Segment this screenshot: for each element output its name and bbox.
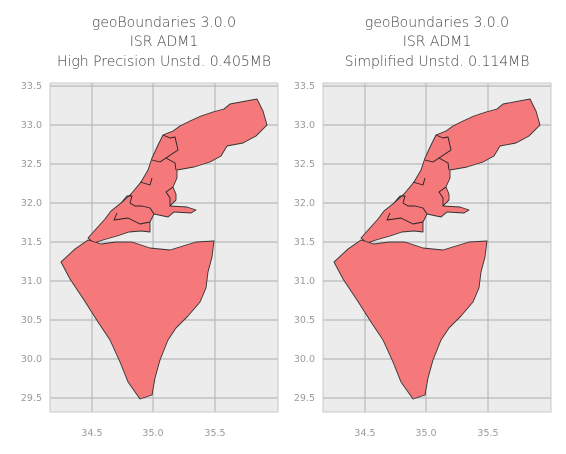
y-tick-label: 32.0	[294, 198, 315, 209]
panel-1-x-axis-labels: 34.5 35.0 35.5	[81, 428, 225, 439]
y-tick-label: 31.5	[21, 237, 42, 248]
y-tick-label: 31.5	[294, 237, 315, 248]
region-south	[60, 239, 215, 400]
y-tick-label: 30.5	[21, 315, 42, 326]
panel-2-x-axis-labels: 34.5 35.0 35.5	[354, 428, 498, 439]
y-tick-label: 33.5	[21, 81, 42, 92]
x-tick-label: 34.5	[81, 428, 102, 439]
panel-2-title-line-2: ISR ADM1	[403, 34, 472, 50]
x-tick-label: 35.5	[204, 428, 225, 439]
panel-1-y-axis-labels: 33.5 33.0 32.5 32.0 31.5 31.0 30.5 30.0 …	[21, 81, 42, 404]
district-borders	[386, 134, 452, 225]
y-tick-label: 32.5	[294, 159, 315, 170]
panel-2-title-line-1: geoBoundaries 3.0.0	[365, 15, 509, 31]
x-tick-label: 34.5	[354, 428, 375, 439]
panel-2-title-line-3: Simplified Unstd. 0.114MB	[345, 54, 530, 70]
y-tick-label: 33.5	[294, 81, 315, 92]
y-tick-label: 30.0	[21, 354, 42, 365]
panel-1-title-line-3: High Precision Unstd. 0.405MB	[57, 54, 271, 70]
x-tick-label: 35.0	[142, 428, 163, 439]
panel-1-title-line-1: geoBoundaries 3.0.0	[92, 15, 236, 31]
x-tick-label: 35.5	[477, 428, 498, 439]
y-tick-label: 30.0	[294, 354, 315, 365]
region-shape	[360, 98, 541, 244]
panel-1-boundaries	[60, 98, 268, 400]
panel-2-y-axis-labels: 33.5 33.0 32.5 32.0 31.5 31.0 30.5 30.0 …	[294, 81, 315, 404]
panel-simplified: geoBoundaries 3.0.0 ISR ADM1 Simplified …	[294, 15, 552, 439]
x-tick-label: 35.0	[415, 428, 436, 439]
y-tick-label: 33.0	[21, 120, 42, 131]
y-tick-label: 32.5	[21, 159, 42, 170]
y-tick-label: 30.5	[294, 315, 315, 326]
region-shape	[87, 98, 268, 244]
panel-high-precision: geoBoundaries 3.0.0 ISR ADM1 High Precis…	[21, 15, 279, 439]
y-tick-label: 29.5	[294, 393, 315, 404]
y-tick-label: 33.0	[294, 120, 315, 131]
y-tick-label: 31.0	[21, 276, 42, 287]
panel-2-boundaries	[333, 98, 541, 400]
region-south	[333, 239, 488, 400]
y-tick-label: 29.5	[21, 393, 42, 404]
y-tick-label: 31.0	[294, 276, 315, 287]
y-tick-label: 32.0	[21, 198, 42, 209]
district-borders	[113, 134, 179, 225]
panel-1-title-line-2: ISR ADM1	[130, 34, 199, 50]
